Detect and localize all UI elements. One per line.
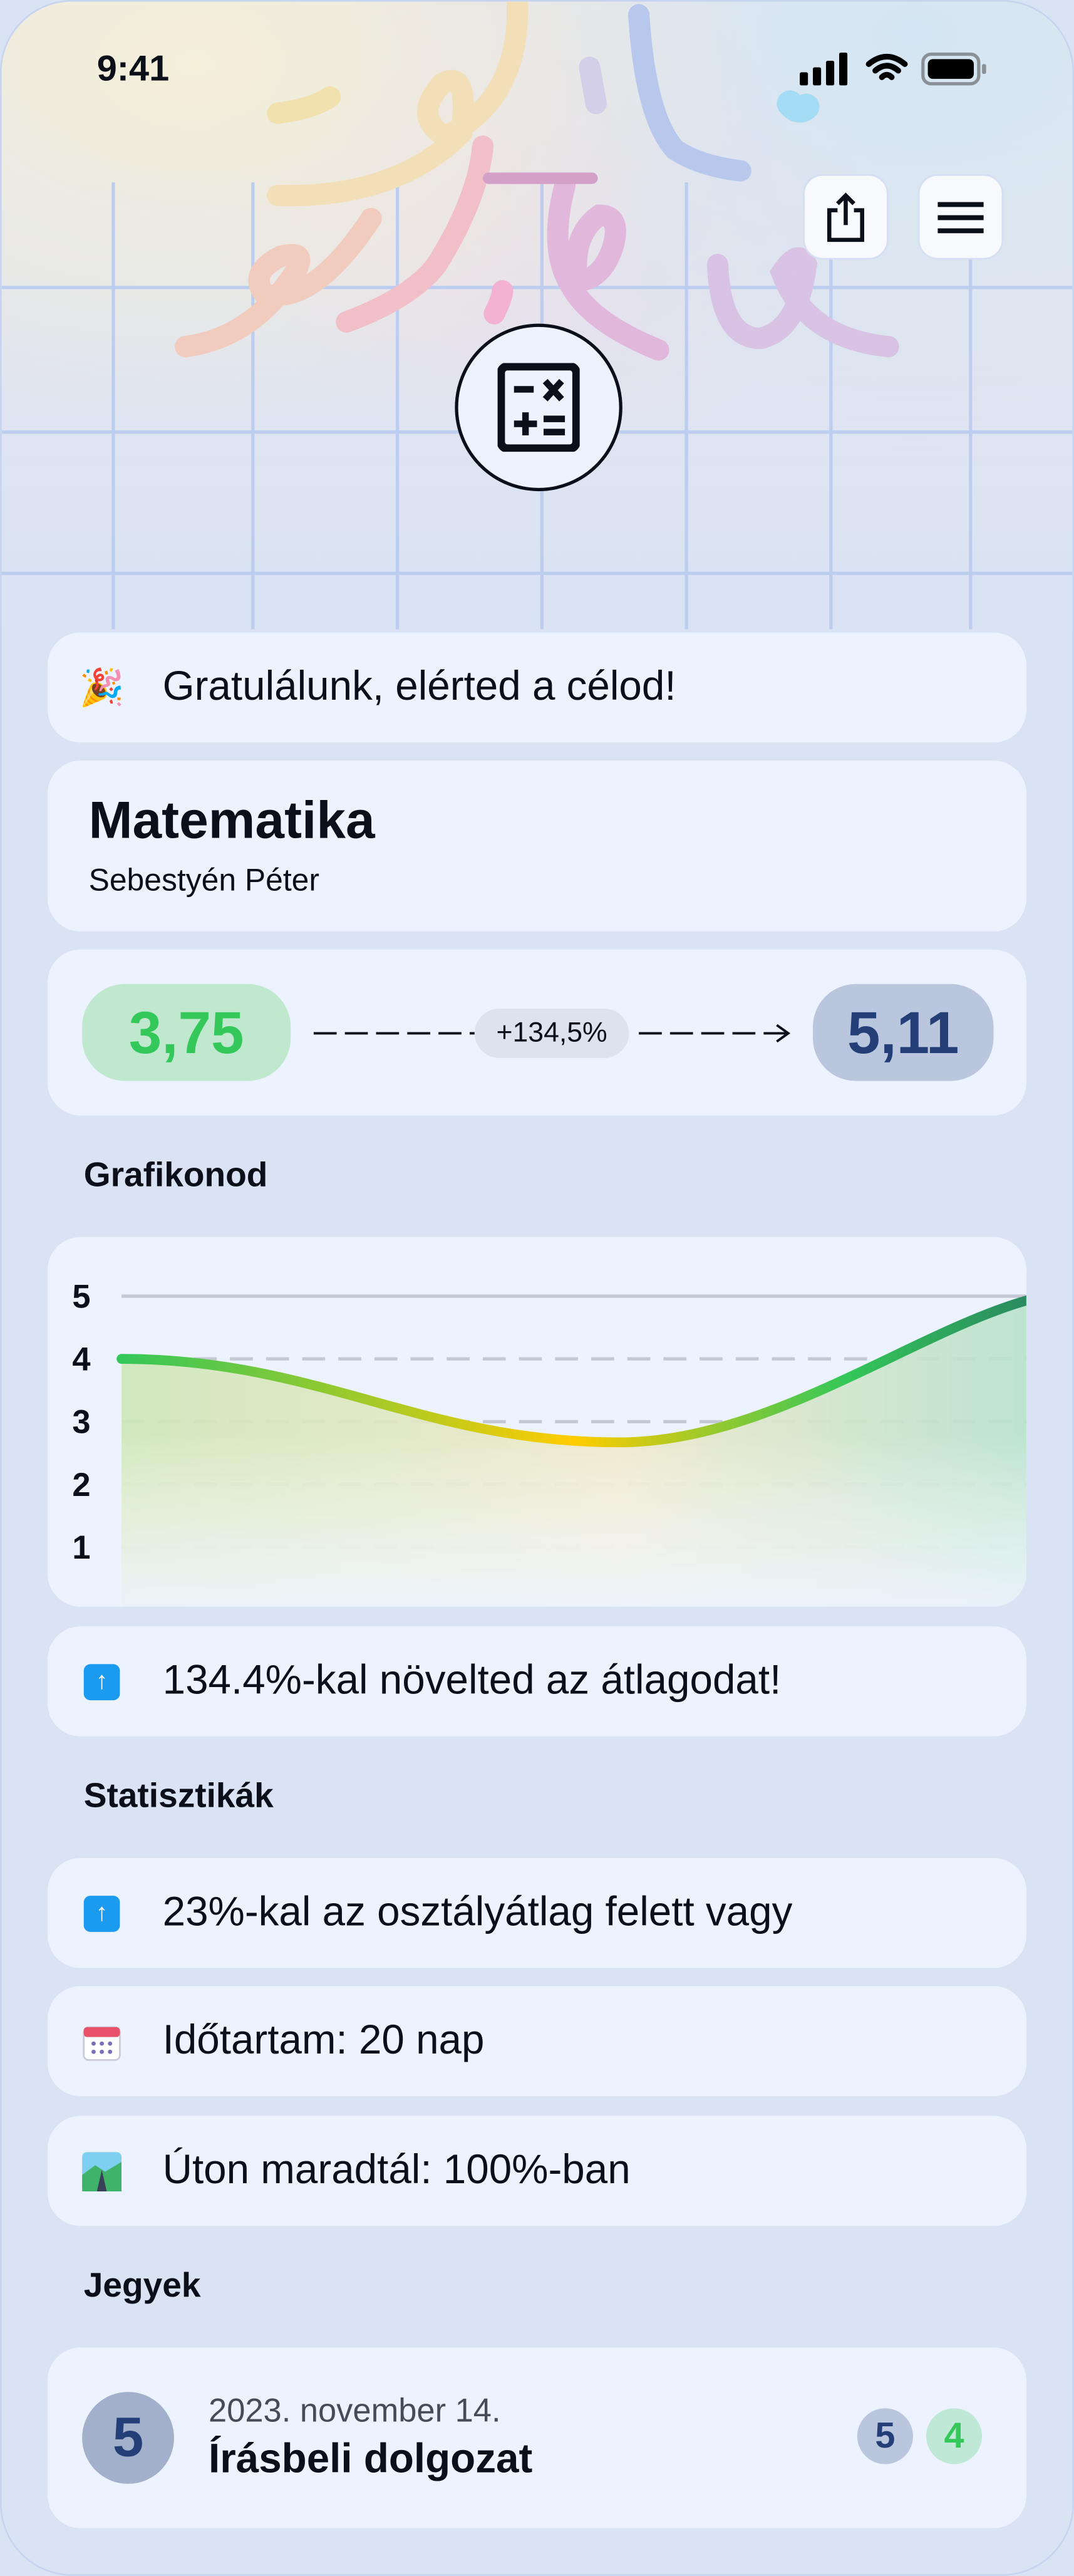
y-tick-label: 3 (72, 1405, 90, 1441)
subject-icon-badge (455, 323, 622, 492)
battery-icon (921, 52, 986, 86)
signal-icon (800, 52, 848, 86)
graph-card: 1 2 3 4 5 (48, 1237, 1026, 1607)
party-popper-icon: 🎉 (79, 666, 125, 707)
current-average: 5,11 (813, 984, 994, 1081)
grid-line (829, 182, 832, 630)
subject-title: Matematika (88, 790, 375, 849)
calculator-icon (497, 363, 580, 452)
improvement-text: 134.4%-kal növelted az átlagodat! (162, 1657, 782, 1704)
stat-item: Időtartam: 20 nap (48, 1986, 1026, 2097)
grid-line (684, 182, 688, 630)
teacher-name: Sebestyén Péter (88, 864, 319, 899)
start-average: 3,75 (82, 984, 291, 1081)
chart-line (116, 1296, 1026, 1448)
stat-item: Úton maradtál: 100%-ban (48, 2116, 1026, 2226)
average-chart: 1 2 3 4 5 (72, 1279, 1026, 1607)
subject-card: Matematika Sebestyén Péter (48, 761, 1026, 932)
grid-line (969, 182, 972, 630)
share-button[interactable] (803, 174, 889, 260)
arrow-up-icon-wrap: ↑ (80, 1892, 123, 1935)
chart-area-fade (121, 1434, 1026, 1607)
arrow-up-icon: ↑ (83, 1894, 120, 1931)
grid-line (1, 571, 1073, 575)
grid-line (111, 182, 115, 630)
goal-text: Gratulálunk, elérted a célod! (162, 663, 676, 710)
road-icon (80, 2149, 123, 2192)
menu-button[interactable] (917, 174, 1004, 260)
wifi-icon (865, 54, 908, 80)
stat-text: Úton maradtál: 100%-ban (162, 2147, 631, 2193)
grade-title: Írásbeli dolgozat (209, 2436, 533, 2483)
grade-list-item[interactable]: 5 2023. november 14. Írásbeli dolgozat 5… (48, 2347, 1026, 2528)
improvement-banner: ↑ 134.4%-kal növelted az átlagodat! (48, 1626, 1026, 1737)
arrow-up-icon: ↑ (83, 1663, 120, 1700)
doodle-bar (482, 172, 598, 184)
status-time: 9:41 (96, 48, 170, 89)
header-background (1, 1, 1073, 630)
grade-date: 2023. november 14. (209, 2393, 501, 2430)
progress-arrow (313, 1024, 791, 1043)
stat-text: 23%-kal az osztályátlag felett vagy (162, 1889, 793, 1936)
grid-line (251, 182, 254, 630)
y-tick-label: 4 (72, 1342, 90, 1378)
arrow-up-icon-wrap: ↑ (80, 1660, 123, 1703)
share-icon (827, 192, 864, 242)
doodle-decoration (175, 1, 899, 361)
graph-section-title: Grafikonod (83, 1156, 268, 1195)
grades-section-title: Jegyek (83, 2267, 201, 2305)
grid-line (1, 286, 1073, 289)
grade-circle: 5 (82, 2392, 174, 2484)
grade-badge: 5 (857, 2408, 913, 2464)
stats-section-title: Statisztikák (83, 1777, 274, 1815)
y-tick-label: 2 (72, 1467, 90, 1504)
goal-banner: 🎉 Gratulálunk, elérted a célod! (48, 632, 1026, 743)
grid-line (395, 182, 398, 630)
change-badge: +134,5% (474, 1009, 629, 1058)
stat-item: ↑ 23%-kal az osztályátlag felett vagy (48, 1857, 1026, 1968)
grade-badge: 4 (926, 2408, 983, 2464)
progress-card: 3,75 +134,5% 5,11 (48, 949, 1026, 1116)
status-icons (800, 51, 987, 87)
calendar-icon (80, 2020, 123, 2062)
stat-text: Időtartam: 20 nap (162, 2017, 485, 2064)
y-tick-label: 5 (72, 1279, 90, 1315)
y-tick-label: 1 (72, 1530, 90, 1566)
menu-icon (937, 202, 984, 234)
